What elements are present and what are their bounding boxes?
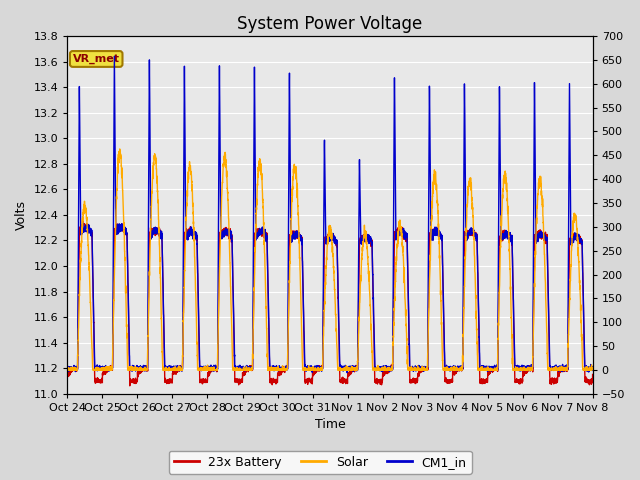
Title: System Power Voltage: System Power Voltage [237,15,422,33]
Text: VR_met: VR_met [73,54,120,64]
Y-axis label: Volts: Volts [15,200,28,230]
Legend: 23x Battery, Solar, CM1_in: 23x Battery, Solar, CM1_in [168,451,472,474]
X-axis label: Time: Time [315,419,346,432]
